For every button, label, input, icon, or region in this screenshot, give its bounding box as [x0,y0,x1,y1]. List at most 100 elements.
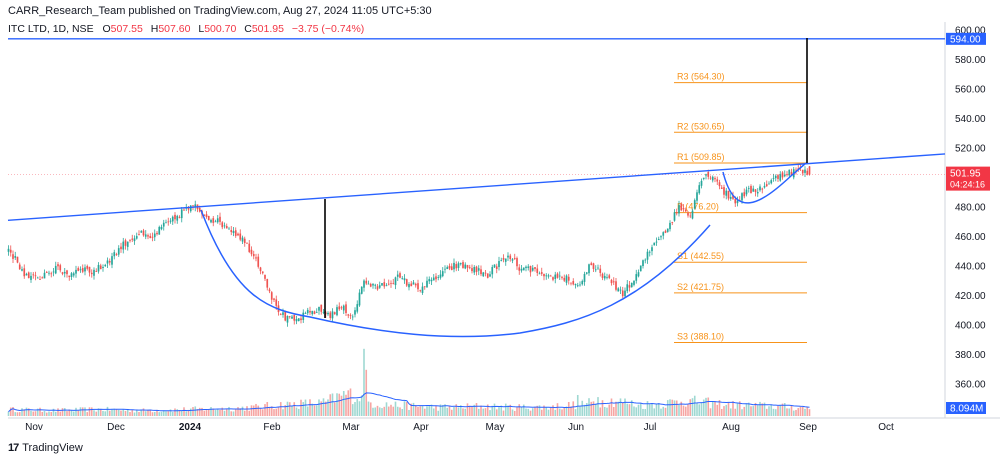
candle [516,256,518,270]
candle [336,304,338,317]
candle-body [462,262,464,268]
candle-body [743,192,746,197]
candle-body [693,200,696,209]
candle-body [43,272,46,279]
volume-bar [480,405,482,416]
candle-body [502,257,505,260]
candle [621,286,624,298]
volume-bar [790,405,793,416]
candle-body [527,266,530,268]
candle [412,279,415,285]
candle-body [221,222,224,228]
candle [313,310,316,315]
volume-bar [444,404,446,416]
volume-bar [495,409,498,416]
candle [214,219,217,223]
volume-bar [367,401,370,416]
candle [144,230,147,240]
candle-body [151,236,154,238]
volume-bar [387,406,390,416]
volume-bar [405,402,408,416]
candle [72,271,75,278]
volume-bar [498,407,500,416]
volume-bar [417,406,419,416]
candle [306,307,309,316]
volume-bar [669,399,671,416]
candle-body [27,272,30,279]
volume-bar [664,407,667,416]
candle-body [291,316,293,319]
candle [664,229,667,234]
volume-bar [304,399,307,416]
candle-body [309,311,311,313]
candle-body [243,238,246,244]
candle [579,281,581,287]
volume-bar [477,408,480,416]
candle-body [21,269,23,271]
volume-bar [419,406,422,416]
candle [135,232,138,240]
candle-body [561,276,563,278]
volume-bar [788,408,791,416]
volume-bar [196,409,199,416]
candle [525,265,527,272]
volume-bar [765,408,768,416]
volume-bar [122,409,125,416]
candle-body [662,232,665,236]
volume-bar [455,404,458,416]
candle-body [651,247,653,252]
candle [108,258,111,266]
candle-body [147,235,149,237]
candle-body [410,283,413,287]
target-price-label: 594.00 [950,34,981,45]
candle [383,278,386,289]
candle-body [437,276,440,278]
x-tick-label: Aug [722,422,740,433]
volume-bar [572,401,575,416]
volume-bar [266,402,269,416]
candle-body [140,231,143,233]
x-tick-label: Jul [644,422,657,433]
candle-body [444,268,446,270]
candle-body [68,275,71,278]
candle [340,305,343,310]
candle [522,267,525,271]
candle-body [216,218,219,223]
candle-body [565,275,568,283]
x-tick-label: Nov [25,422,43,433]
volume-bar [27,408,30,416]
candle-body [198,207,201,212]
candle-body [88,266,91,273]
volume-bar [779,405,782,416]
volume-bar [336,393,338,416]
candle [356,300,359,314]
y-tick-label: 600.00 [955,26,986,37]
candle-body [61,272,64,274]
candle-body [750,186,752,194]
volume-bar [633,406,635,416]
candle [41,276,44,279]
candle-body [284,310,287,321]
volume-bar [108,410,111,416]
volume-bar [412,402,415,416]
candle [79,266,82,273]
candle-body [349,315,352,317]
candle [189,205,192,213]
candle [554,271,557,284]
volume-bar [662,406,665,416]
candle [745,186,748,197]
candle-body [315,312,318,313]
candle [455,261,458,272]
candle [435,273,437,283]
volume-bar [250,405,253,416]
candle [594,265,597,273]
volume-bar [423,408,426,416]
candle-body [288,316,291,318]
volume-bar [743,406,746,416]
volume-bar [426,406,428,416]
candle [117,245,120,257]
candle-body [543,274,545,277]
candle [612,277,615,286]
brand-footer[interactable]: 17 TradingView [8,442,83,454]
